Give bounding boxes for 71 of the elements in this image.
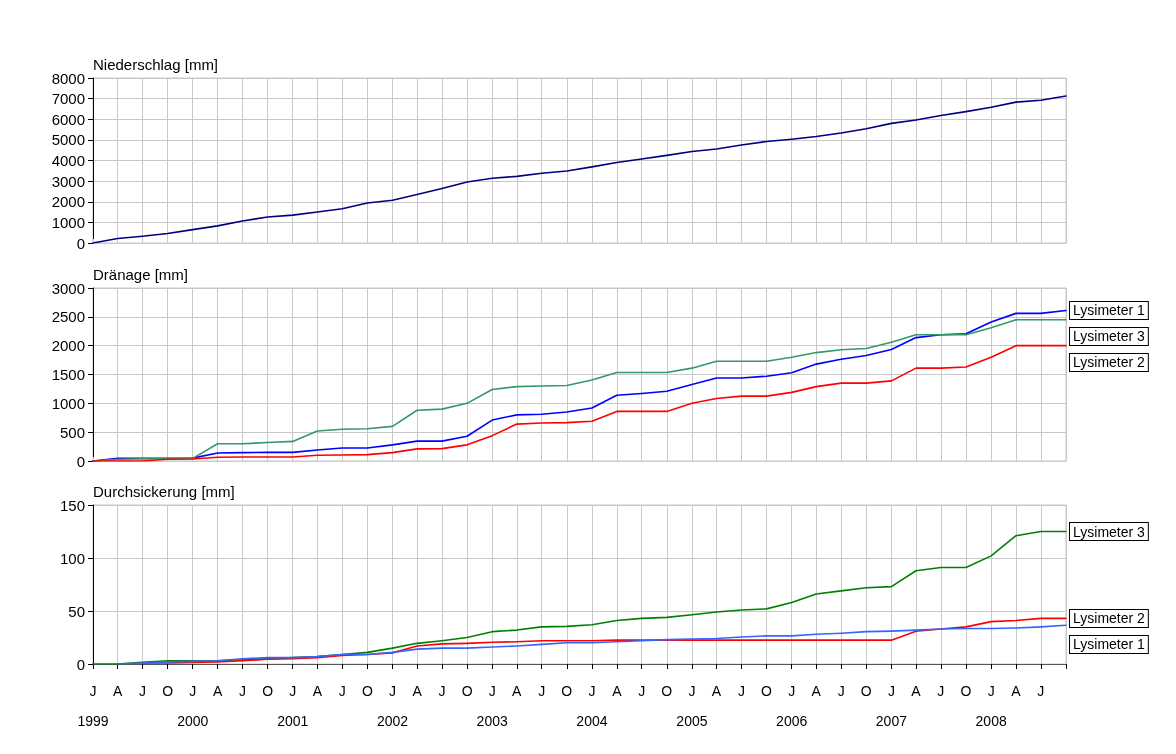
y-tick-label: 100 [59,549,85,567]
y-tick-label: 2000 [51,337,85,355]
x-tick-label: A [412,683,423,699]
y-tick-label: 3000 [51,172,85,190]
series-label: Lysimeter 2 [1073,354,1146,371]
x-tick-label: O [561,683,573,699]
x-tick-label: A [811,683,822,699]
x-tick-label: J [837,683,845,699]
x-tick-label: J 2007 [875,683,908,729]
x-tick-label: J 2004 [576,683,608,729]
x-tick-label: J 2003 [476,683,508,729]
x-tick-label: A [612,683,623,699]
y-tick-label: 0 [76,655,85,673]
y-tick-label: 5000 [51,131,85,149]
y-tick-label: 0 [76,234,85,252]
line-series [116,624,1067,665]
y-tick-label: 2500 [51,308,85,326]
x-tick-label: J [1037,683,1045,699]
x-tick-label: O [162,683,174,699]
y-tick-label: 1000 [51,394,85,412]
y-tick-label: 7000 [51,90,85,108]
x-tick-label: A [112,683,123,699]
y-tick-label: 50 [68,602,85,620]
y-tick-label: 0 [76,452,85,470]
line-series [92,95,1067,244]
x-tick-label: A [911,683,922,699]
x-tick-label: O [361,683,373,699]
series-label: Lysimeter 3 [1073,328,1146,345]
x-tick-label: A [312,683,323,699]
x-tick-label: J [238,683,246,699]
series-label: Lysimeter 2 [1073,610,1146,627]
x-tick-label: A [1011,683,1022,699]
x-tick-label: A [212,683,223,699]
x-tick-label: J [438,683,446,699]
series-label: Lysimeter 1 [1073,302,1146,319]
x-tick-label: J [538,683,546,699]
y-tick-label: 4000 [51,152,85,169]
y-tick-label: 150 [59,496,85,514]
x-tick-label: J [737,683,745,699]
x-tick-label: J [138,683,146,699]
y-axis-title: Niederschlag [mm] [93,56,219,73]
x-tick-label: J 2002 [376,683,409,729]
series-label: Lysimeter 1 [1073,636,1146,653]
x-tick-label: J 2005 [676,683,708,729]
x-tick-label: O [761,683,773,699]
y-tick-label: 6000 [51,110,85,128]
x-tick-label: A [711,683,722,699]
x-tick-label: J [937,683,945,699]
y-tick-label: 8000 [51,69,85,87]
y-tick-label: 500 [59,423,85,441]
x-tick-label: O [860,683,872,699]
x-tick-label: J 2006 [776,683,808,729]
x-tick-label: O [262,683,274,699]
x-tick-label: O [661,683,673,699]
x-tick-label: J [338,683,346,699]
x-tick-label: O [960,683,972,699]
line-series [92,344,1067,462]
series-label: Lysimeter 3 [1073,523,1146,540]
y-tick-label: 2000 [51,193,85,211]
x-tick-label: J [638,683,646,699]
y-tick-label: 3000 [51,279,85,297]
x-tick-label: O [461,683,473,699]
x-tick-label: A [512,683,523,699]
x-tick-label: J 2008 [975,683,1007,729]
y-axis-title: Durchsickerung [mm] [93,483,235,500]
x-tick-label: J 1999 [77,683,109,729]
x-tick-label: J 2001 [277,683,309,729]
y-tick-label: 1000 [51,213,85,231]
y-axis-title: Dränage [mm] [93,266,189,283]
x-tick-label: J 2000 [177,683,209,729]
y-tick-label: 1500 [51,366,85,383]
